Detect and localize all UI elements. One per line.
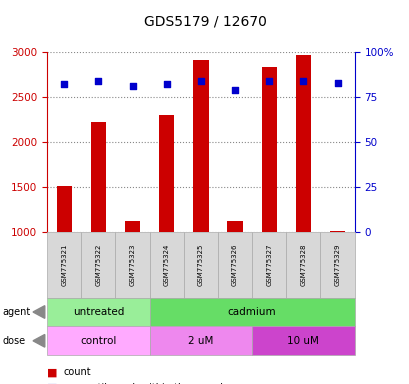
Text: dose: dose [2,336,25,346]
Bar [261,67,276,232]
Text: 10 uM: 10 uM [287,336,319,346]
Point [95,78,101,84]
Bar [227,220,242,232]
Bar [329,230,344,232]
Text: control: control [80,336,116,346]
Bar [56,186,72,232]
Text: cadmium: cadmium [227,307,276,317]
Polygon shape [33,334,45,347]
Text: GSM775324: GSM775324 [163,244,169,286]
Polygon shape [33,306,45,318]
Text: ■: ■ [47,367,58,377]
Point [197,78,204,84]
Text: GSM775322: GSM775322 [95,244,101,286]
Bar [295,55,310,232]
Point [61,81,67,88]
Text: GSM775327: GSM775327 [265,244,272,286]
Point [333,79,340,86]
Text: percentile rank within the sample: percentile rank within the sample [63,383,228,384]
Text: GSM775329: GSM775329 [334,244,340,286]
Text: GSM775325: GSM775325 [198,244,203,286]
Point [163,81,170,88]
Point [299,78,306,84]
Text: untreated: untreated [72,307,124,317]
Point [265,78,272,84]
Point [129,83,135,89]
Text: ■: ■ [47,383,58,384]
Text: GSM775321: GSM775321 [61,244,67,286]
Text: GSM775323: GSM775323 [129,244,135,286]
Text: GDS5179 / 12670: GDS5179 / 12670 [143,14,266,28]
Text: GSM775326: GSM775326 [231,244,238,286]
Bar [125,220,140,232]
Text: 2 uM: 2 uM [188,336,213,346]
Text: count: count [63,367,91,377]
Bar [159,115,174,232]
Bar [193,60,208,232]
Text: agent: agent [2,307,30,317]
Bar [90,122,106,232]
Text: GSM775328: GSM775328 [300,244,306,286]
Point [231,87,238,93]
